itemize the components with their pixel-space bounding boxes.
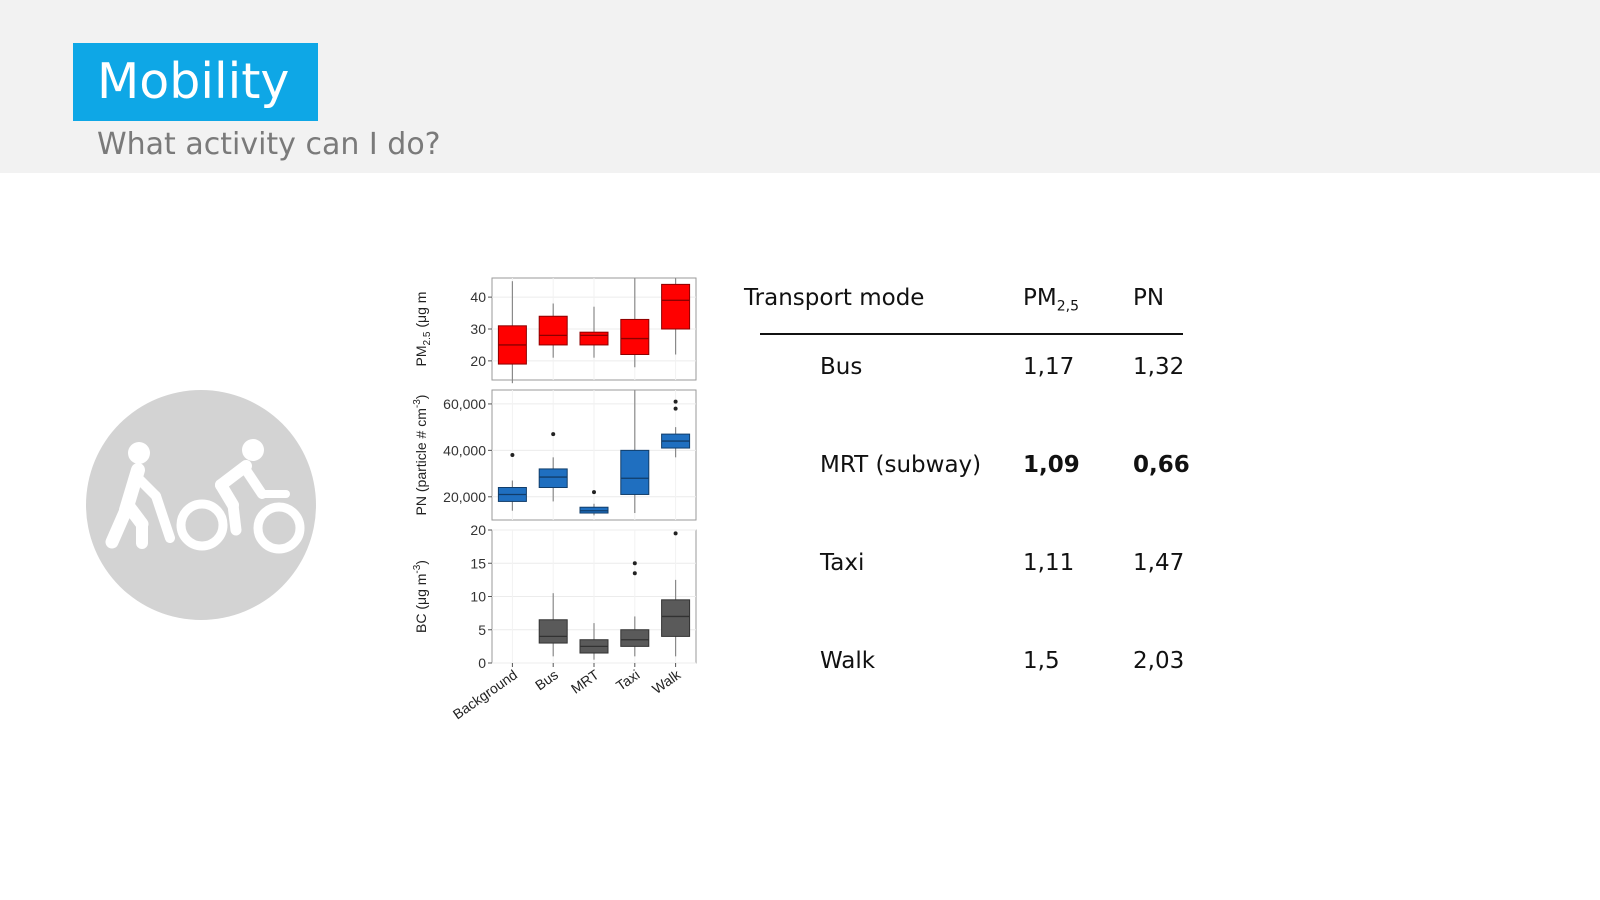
x-tick-label: Walk: [649, 666, 684, 697]
table-row: Taxi 1,11 1,47: [752, 550, 1192, 590]
header-pm-main: PM: [1023, 285, 1057, 311]
table-row: Walk 1,5 2,03: [752, 648, 1192, 688]
y-tick-label: 20: [470, 522, 486, 538]
outlier-point: [673, 406, 678, 411]
box: [620, 449, 650, 495]
box: [538, 315, 568, 346]
x-tick-label: Background: [450, 666, 520, 722]
cell-pm25: 1,17: [1023, 354, 1075, 380]
cell-pm25: 1,11: [1023, 550, 1075, 576]
box: [620, 318, 650, 355]
box: [620, 629, 650, 647]
y-tick-label: 40: [470, 289, 486, 305]
cell-pn: 0,66: [1133, 452, 1190, 478]
y-axis-title: BC (μg m-3): [412, 560, 429, 633]
walk-and-bike-icon: [86, 390, 316, 620]
boxplot-chart: 20 30 40 PM2.5 (μg m 20,000 40,000 60,000 PN (p…: [412, 277, 697, 722]
y-axis-title-rest: (μg m: [413, 292, 429, 332]
cell-mode: Taxi: [820, 550, 865, 576]
chart-panel-1: 20,000 40,000 60,000 PN (particle # cm-3): [412, 389, 697, 521]
outlier-point: [592, 490, 596, 495]
y-tick-label: 20: [470, 353, 486, 369]
header-transport-mode: Transport mode: [744, 285, 925, 311]
cell-pm25: 1,5: [1023, 648, 1060, 674]
header-rule: [760, 333, 1183, 335]
y-axis-title: PM2.5 (μg m: [413, 292, 433, 367]
box: [538, 619, 568, 644]
cell-pn: 1,47: [1133, 550, 1185, 576]
cell-pn: 2,03: [1133, 648, 1185, 674]
y-axis-title-main: BC (μg m: [413, 574, 429, 633]
cell-mode: Walk: [820, 648, 876, 674]
y-axis-title-main: PN (particle # cm: [413, 408, 429, 515]
box: [661, 599, 691, 637]
y-axis-title-sup: -3: [412, 564, 423, 573]
header-pm-sub: 2,5: [1056, 298, 1079, 315]
box: [538, 468, 568, 489]
y-axis-title-end: ): [413, 560, 429, 565]
outlier-point: [673, 399, 678, 404]
box: [579, 331, 609, 346]
cell-mode: MRT (subway): [820, 452, 982, 478]
box: [661, 283, 691, 330]
outlier-point: [510, 453, 515, 457]
y-axis-title-end: ): [413, 395, 429, 400]
table-row: Bus 1,17 1,32: [752, 354, 1192, 394]
slide-title: Mobility: [73, 43, 318, 121]
x-tick-label: Taxi: [613, 666, 643, 693]
y-axis-title-sub: 2.5: [422, 331, 433, 345]
y-tick-label: 20,000: [443, 489, 486, 505]
slide-subtitle: What activity can I do?: [97, 127, 441, 162]
outlier-point: [551, 432, 556, 437]
y-tick-label: 40,000: [443, 442, 486, 458]
y-tick-label: 15: [470, 555, 486, 571]
header-pm25: PM2,5: [1023, 285, 1079, 315]
chart-panel-0: 20 30 40 PM2.5 (μg m: [413, 277, 697, 384]
outlier-point: [673, 531, 678, 536]
x-tick-label: Bus: [532, 666, 561, 693]
table-row: MRT (subway) 1,09 0,66: [752, 452, 1192, 492]
y-tick-label: 10: [470, 589, 486, 605]
outlier-point: [632, 571, 637, 576]
y-tick-label: 60,000: [443, 396, 486, 412]
y-tick-label: 5: [478, 622, 486, 638]
cell-pm25: 1,09: [1023, 452, 1080, 478]
y-tick-label: 30: [470, 321, 486, 337]
outlier-point: [632, 561, 637, 566]
y-axis-title: PN (particle # cm-3): [412, 395, 429, 516]
cell-pn: 1,32: [1133, 354, 1185, 380]
table-header: Transport mode PM2,5 PN: [744, 275, 1192, 335]
x-tick-label: MRT: [568, 666, 602, 697]
y-tick-label: 0: [478, 655, 486, 671]
header-pn: PN: [1133, 285, 1165, 311]
cell-mode: Bus: [820, 354, 863, 380]
y-axis-title-main: PM: [413, 345, 429, 366]
y-axis-title-sup: -3: [412, 399, 423, 408]
chart-panel-2: 0 5 10 15 20 BC (μg m-3): [412, 522, 697, 671]
